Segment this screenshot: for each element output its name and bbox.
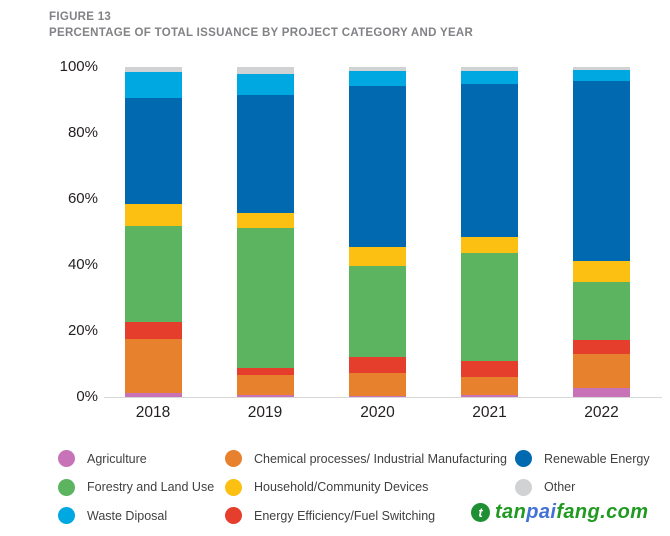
segment-chemical-processes-industrial-manufacturing — [573, 354, 630, 388]
forestry-swatch-icon — [58, 478, 75, 496]
figure-label: FIGURE 13 — [49, 11, 112, 23]
legend-label: Agriculture — [87, 451, 147, 466]
segment-energy-efficiency-fuel-switching — [124, 321, 182, 339]
segment-forestry-and-land-use — [573, 281, 630, 340]
segment-agriculture — [236, 395, 294, 397]
segment-other — [349, 67, 406, 72]
legend-label: Other — [544, 480, 576, 494]
tanpaifang-logo-icon: t — [471, 503, 490, 522]
y-tick-label: 60% — [67, 190, 98, 207]
bar-2022 — [573, 67, 630, 397]
legend-label: Forestry and Land Use — [87, 480, 215, 494]
agriculture-swatch-icon — [58, 450, 75, 467]
segment-chemical-processes-industrial-manufacturing — [349, 373, 406, 397]
segment-household-community-devices — [349, 246, 406, 266]
legend-item-household-devices: Household/Community Devices — [225, 478, 507, 496]
segment-other — [461, 67, 518, 72]
legend-item-waste-disposal: Waste Diposal — [58, 507, 214, 524]
bar-2018 — [124, 67, 182, 397]
legend-column-1: Agriculture Forestry and Land Use Waste … — [58, 450, 214, 536]
x-tick-label: 2022 — [584, 404, 619, 421]
segment-forestry-and-land-use — [236, 228, 294, 368]
segment-agriculture — [461, 395, 518, 397]
legend: Agriculture Forestry and Land Use Waste … — [0, 450, 670, 533]
segment-household-community-devices — [573, 261, 630, 282]
segment-waste-diposal — [573, 70, 630, 82]
legend-item-agriculture: Agriculture — [58, 450, 214, 467]
segment-renewable-energy — [236, 94, 294, 214]
bar-2020 — [349, 67, 406, 397]
segment-other — [573, 67, 630, 71]
legend-label: Renewable Energy — [544, 451, 650, 466]
legend-item-energy-efficiency: Energy Efficiency/Fuel Switching — [225, 507, 507, 524]
segment-chemical-processes-industrial-manufacturing — [236, 375, 294, 396]
segment-agriculture — [349, 396, 406, 397]
segment-agriculture — [124, 393, 182, 397]
segment-renewable-energy — [573, 81, 630, 262]
page-title: PERCENTAGE OF TOTAL ISSUANCE BY PROJECT … — [49, 27, 474, 39]
y-tick-label: 80% — [67, 124, 98, 141]
y-tick-label: 20% — [67, 322, 98, 339]
legend-label: Household/Community Devices — [254, 480, 429, 494]
segment-waste-diposal — [349, 71, 406, 86]
segment-energy-efficiency-fuel-switching — [349, 356, 406, 374]
other-swatch-icon — [515, 478, 532, 496]
segment-energy-efficiency-fuel-switching — [573, 339, 630, 355]
segment-waste-diposal — [124, 72, 182, 99]
segment-forestry-and-land-use — [349, 266, 406, 357]
segment-chemical-processes-industrial-manufacturing — [124, 338, 182, 394]
watermark-text-part: fang.com — [556, 501, 649, 523]
legend-label: Energy Efficiency/Fuel Switching — [254, 508, 436, 523]
segment-renewable-energy — [349, 85, 406, 247]
segment-waste-diposal — [236, 73, 294, 95]
plot-area — [104, 67, 662, 398]
x-tick-label: 2020 — [360, 404, 395, 421]
legend-item-chemical-processes: Chemical processes/ Industrial Manufactu… — [225, 450, 507, 467]
watermark-text-part: pai — [526, 501, 557, 523]
legend-label: Waste Diposal — [87, 508, 168, 523]
legend-item-forestry: Forestry and Land Use — [58, 478, 215, 496]
watermark-link[interactable]: t tanpaifang.com — [471, 501, 648, 524]
segment-household-community-devices — [124, 203, 182, 227]
segment-other — [124, 67, 182, 72]
bar-2019 — [236, 67, 294, 397]
segment-agriculture — [573, 387, 630, 397]
segment-forestry-and-land-use — [124, 226, 182, 322]
watermark-text: tanpaifang.com — [495, 501, 648, 524]
segment-renewable-energy — [461, 83, 518, 237]
segment-chemical-processes-industrial-manufacturing — [461, 376, 518, 396]
y-tick-label: 100% — [59, 58, 98, 75]
waste-disposal-swatch-icon — [58, 507, 75, 524]
household-devices-swatch-icon — [225, 478, 242, 496]
x-tick-label: 2019 — [247, 404, 283, 421]
renewable-energy-swatch-icon — [515, 450, 532, 467]
legend-label: Chemical processes/ Industrial Manufactu… — [254, 451, 507, 466]
legend-column-2: Chemical processes/ Industrial Manufactu… — [225, 450, 507, 536]
legend-item-renewable-energy: Renewable Energy — [515, 450, 650, 467]
segment-waste-diposal — [461, 71, 518, 84]
watermark-text-part: tan — [495, 501, 527, 523]
segment-household-community-devices — [236, 213, 294, 229]
segment-forestry-and-land-use — [461, 252, 518, 361]
x-tick-label: 2018 — [135, 404, 171, 421]
segment-other — [236, 67, 294, 74]
segment-renewable-energy — [124, 98, 182, 204]
segment-energy-efficiency-fuel-switching — [461, 360, 518, 377]
figure-header: FIGURE 13 PERCENTAGE OF TOTAL ISSUANCE B… — [49, 9, 473, 41]
y-tick-label: 0% — [76, 388, 98, 405]
chemical-processes-swatch-icon — [225, 450, 242, 467]
y-tick-label: 40% — [67, 256, 98, 273]
legend-column-3: Renewable Energy Other — [515, 450, 650, 507]
legend-item-other: Other — [515, 478, 650, 496]
energy-efficiency-swatch-icon — [225, 507, 242, 524]
bar-2021 — [461, 67, 518, 397]
segment-household-community-devices — [461, 236, 518, 253]
x-tick-label: 2021 — [472, 404, 507, 421]
segment-energy-efficiency-fuel-switching — [236, 367, 294, 376]
